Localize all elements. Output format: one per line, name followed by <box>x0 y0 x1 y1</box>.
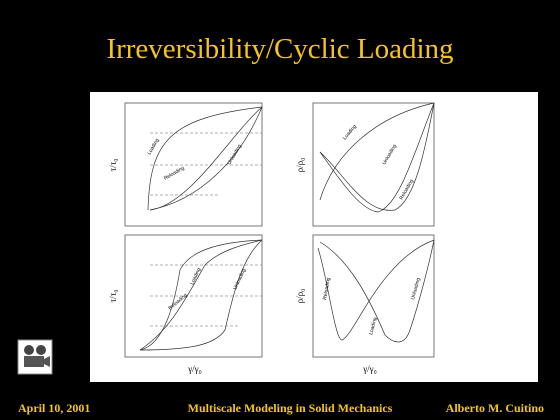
axis-label: ρ/ρ₀ <box>295 289 305 304</box>
plot-frame <box>312 102 435 227</box>
curve <box>319 102 435 211</box>
curve <box>319 102 435 201</box>
annotation: Reloading <box>322 277 332 300</box>
curve <box>149 106 263 211</box>
icon-lens <box>44 356 50 367</box>
curve <box>317 239 435 341</box>
axis-label: γ/γ₀ <box>362 364 377 374</box>
axis-label: ρ/ρ₀ <box>295 158 305 173</box>
curve <box>149 106 263 211</box>
plot-frame <box>312 234 435 358</box>
footer-course: Multiscale Modeling in Solid Mechanics <box>188 401 393 415</box>
icon-reel <box>36 345 46 355</box>
curve <box>319 239 435 343</box>
curve <box>139 239 263 351</box>
slide-title: Irreversibility/Cyclic Loading <box>106 33 453 65</box>
axis-label: τ/τ₀ <box>108 159 118 172</box>
curve <box>139 239 263 351</box>
movie-icon[interactable] <box>17 339 53 375</box>
curve <box>147 106 263 211</box>
axis-label: γ/γ₀ <box>187 364 202 374</box>
curve <box>139 239 263 351</box>
icon-reel <box>24 345 34 355</box>
annotation: Unloading <box>410 277 422 301</box>
icon-body <box>24 356 44 367</box>
plot-frame <box>124 102 263 227</box>
figure-panel <box>90 92 538 382</box>
plot: ρ/ρ₀ γ/γ₀ Reloading Loading Unloading <box>295 234 435 374</box>
annotation: Loading <box>368 317 378 336</box>
curve <box>319 102 435 213</box>
footer-author: Alberto M. Cuitino <box>446 401 544 415</box>
axis-label: τ/τ₀ <box>108 290 118 303</box>
footer-date: April 10, 2001 <box>18 401 90 415</box>
